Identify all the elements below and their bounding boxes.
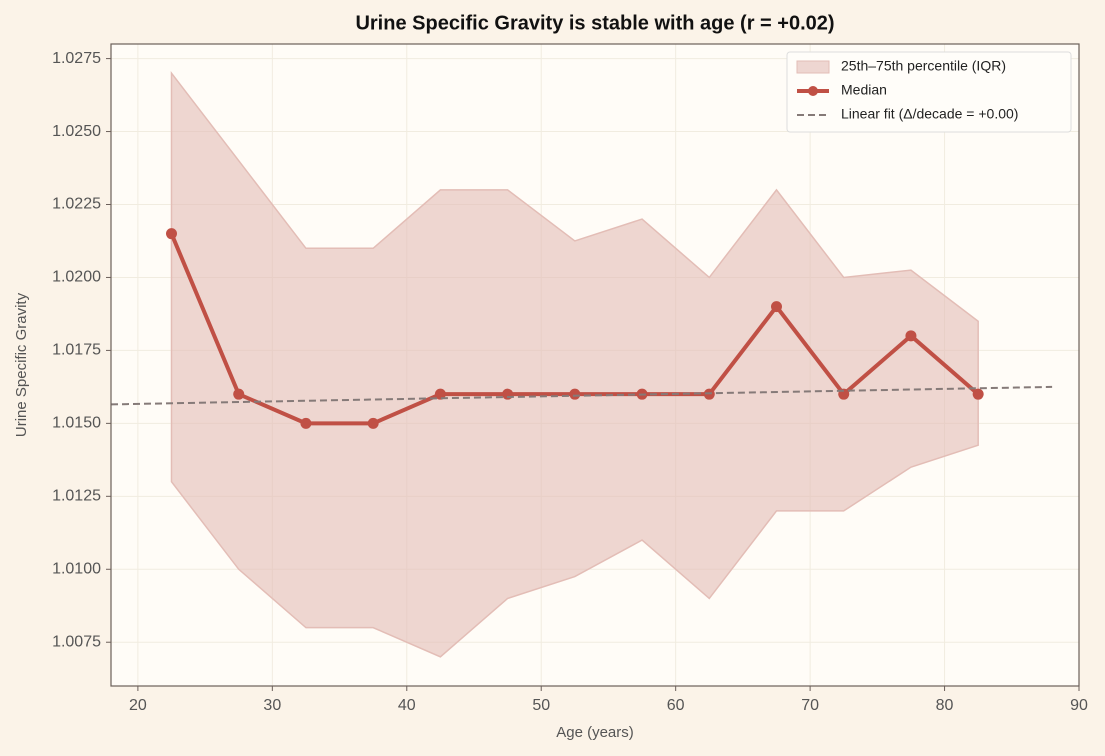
median-point <box>771 301 782 313</box>
x-tick-label: 80 <box>936 697 954 714</box>
x-tick-label: 20 <box>129 697 147 714</box>
iqr-band <box>170 70 979 658</box>
legend-label: Linear fit (Δ/decade = +0.00) <box>841 106 1018 122</box>
median-point <box>569 388 581 400</box>
legend-box <box>786 51 1072 133</box>
y-tick-label: 1.0125 <box>52 488 101 505</box>
median-point <box>367 417 379 429</box>
y-tick-label: 1.0225 <box>52 196 101 213</box>
y-tick-label: 1.0075 <box>52 633 101 650</box>
y-tick-label: 1.0250 <box>52 123 101 140</box>
x-tick-label: 40 <box>398 697 416 714</box>
y-tick-label: 1.0150 <box>52 415 101 432</box>
x-tick-label: 70 <box>801 697 819 714</box>
median-point <box>434 388 446 400</box>
chart-title: Urine Specific Gravity is stable with ag… <box>355 12 834 34</box>
median-point <box>300 417 312 429</box>
fit-line <box>110 385 1053 406</box>
legend-swatch <box>808 86 818 96</box>
y-axis-label: Urine Specific Gravity <box>13 292 30 437</box>
median-point <box>233 388 245 400</box>
legend-swatch <box>796 60 830 74</box>
y-tick-label: 1.0175 <box>52 342 101 359</box>
x-tick-label: 60 <box>667 697 685 714</box>
x-axis-label: Age (years) <box>556 724 634 741</box>
y-tick-label: 1.0200 <box>52 269 101 286</box>
legend-label: Median <box>841 82 887 98</box>
plot-frame <box>110 43 1080 687</box>
median-point <box>972 388 984 400</box>
y-tick-label: 1.0100 <box>52 560 101 577</box>
x-tick-label: 90 <box>1070 697 1088 714</box>
y-tick-label: 1.0275 <box>52 50 101 67</box>
legend-label: 25th–75th percentile (IQR) <box>841 58 1006 74</box>
median-point <box>166 228 177 240</box>
x-tick-label: 30 <box>263 697 281 714</box>
median-point <box>905 330 917 342</box>
median-point <box>502 388 514 400</box>
x-tick-label: 50 <box>532 697 550 714</box>
